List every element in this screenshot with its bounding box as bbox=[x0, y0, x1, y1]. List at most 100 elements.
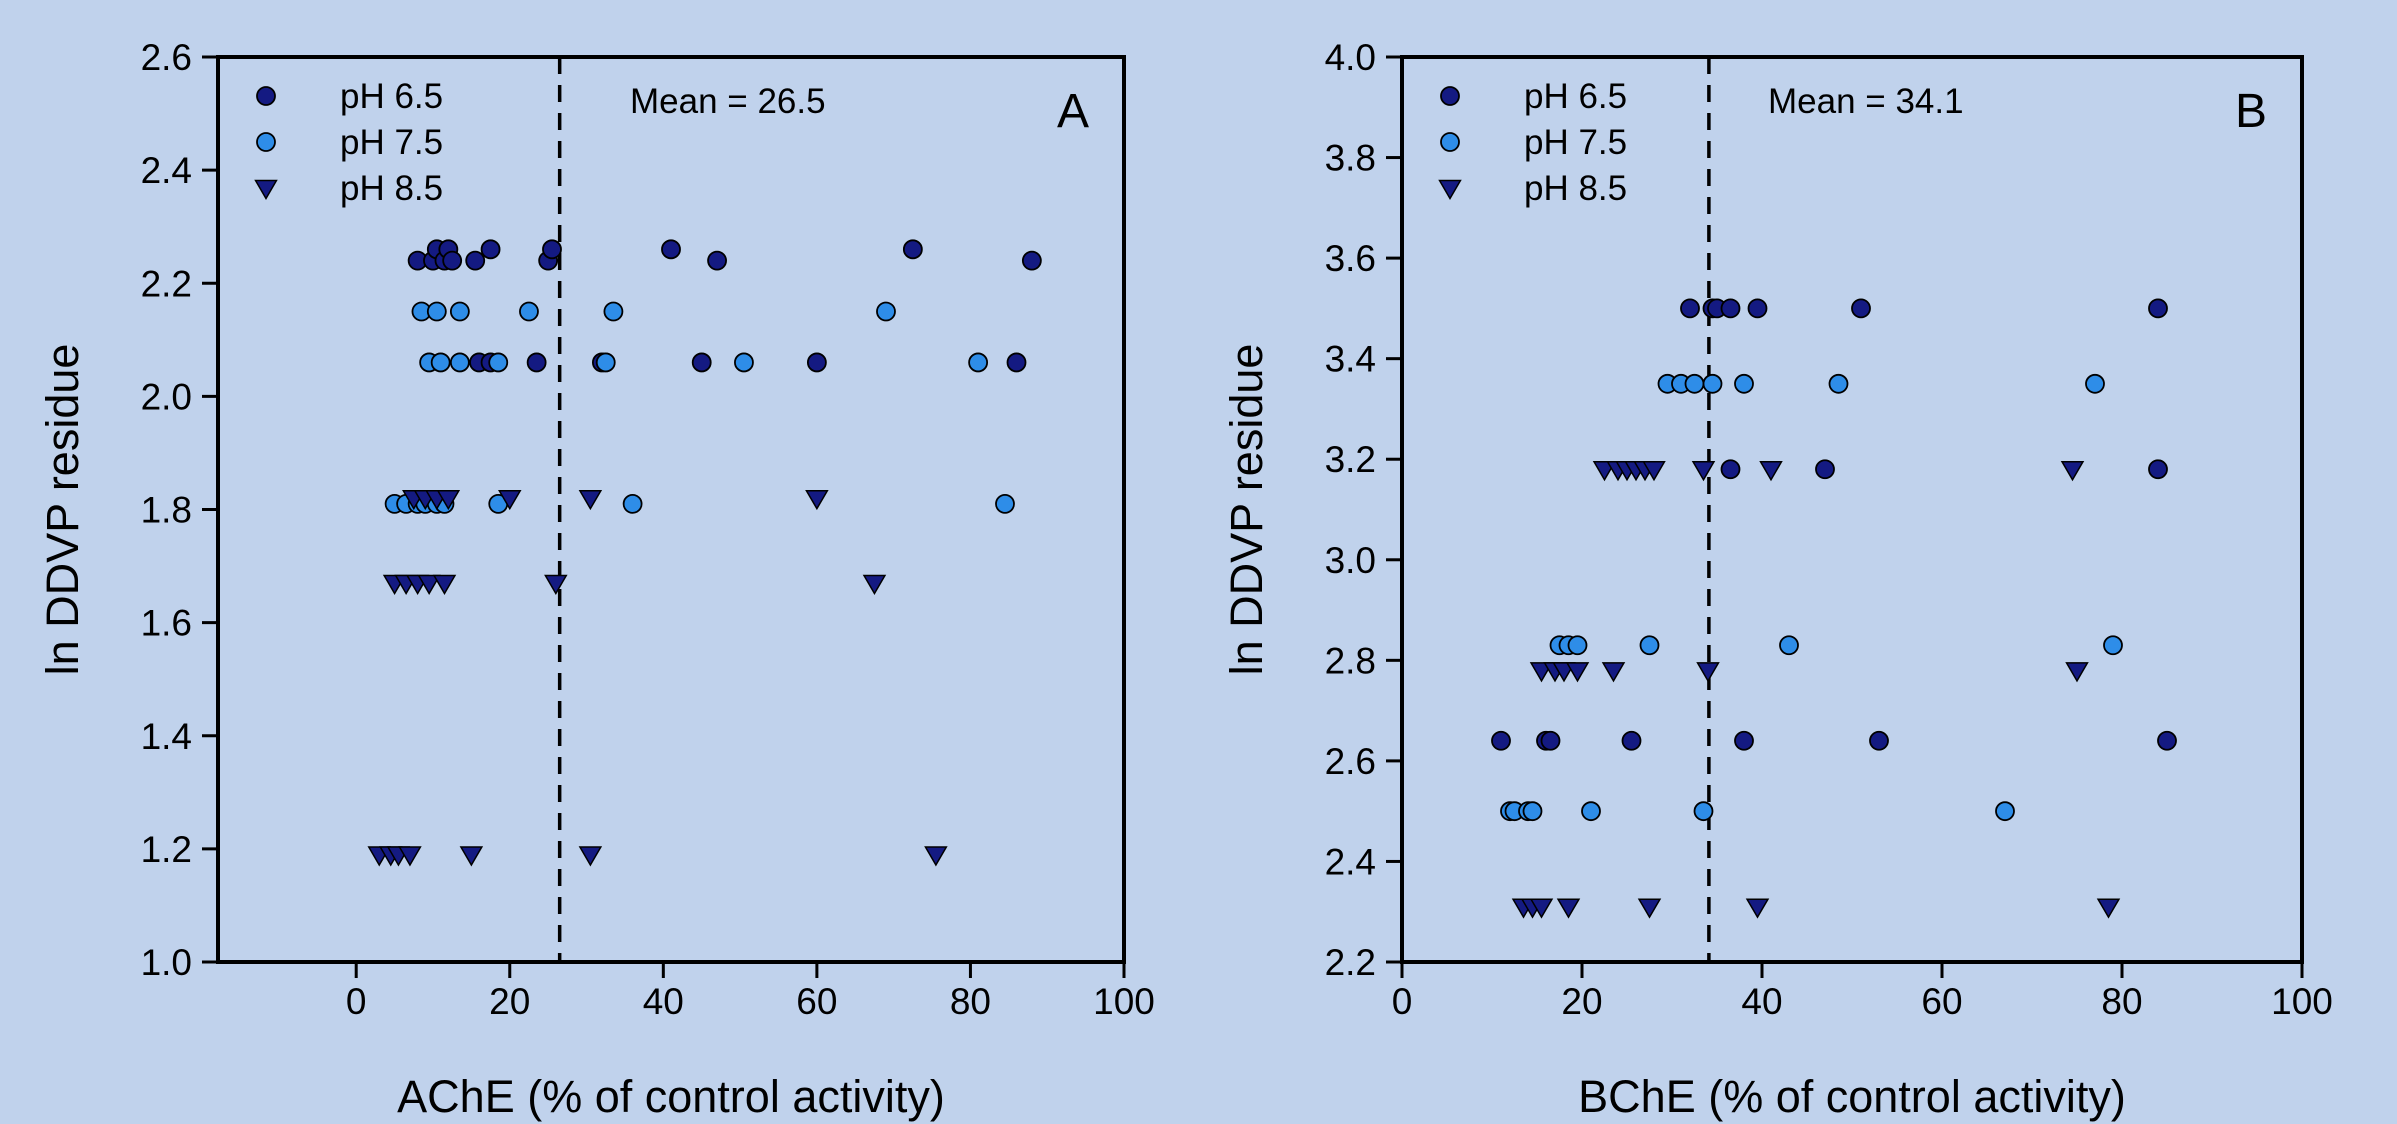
data-point bbox=[1734, 373, 1754, 394]
y-tick-label: 2.6 bbox=[141, 37, 192, 78]
data-point bbox=[526, 352, 547, 373]
y-tick-label: 2.8 bbox=[1325, 640, 1376, 681]
y-tick-label: 1.4 bbox=[141, 716, 192, 757]
data-point bbox=[1693, 801, 1714, 822]
data-point bbox=[968, 352, 989, 373]
mean-label: Mean = 34.1 bbox=[1768, 82, 1964, 121]
legend: pH 6.5 pH 7.5 pH 8.5 bbox=[254, 77, 443, 208]
panel-label: B bbox=[2235, 85, 2267, 138]
data-point bbox=[1759, 461, 1783, 482]
data-point bbox=[1639, 635, 1660, 656]
legend-marker bbox=[256, 132, 276, 152]
data-point bbox=[1540, 730, 1561, 751]
y-tick-label: 2.6 bbox=[1325, 741, 1376, 782]
data-point bbox=[1529, 898, 1554, 919]
data-point bbox=[1702, 373, 1723, 394]
data-point bbox=[578, 846, 603, 867]
y-tick-label: 3.6 bbox=[1325, 238, 1376, 279]
data-point bbox=[2096, 898, 2121, 919]
x-tick-label: 40 bbox=[643, 981, 684, 1022]
data-point bbox=[426, 301, 447, 322]
data-point bbox=[449, 352, 470, 373]
x-tick-label: 60 bbox=[1921, 981, 1962, 1022]
data-point bbox=[1567, 635, 1588, 656]
chart-panel-a: 1.0 1.2 1.4 1.6 1.8 2.0 2.2 2.4 2.6 0 20 40 60 80 100 A… bbox=[37, 37, 1155, 1122]
y-tick-label: 1.2 bbox=[141, 829, 192, 870]
y-tick-label: 1.8 bbox=[141, 490, 192, 531]
data-point bbox=[1006, 352, 1027, 373]
data-point bbox=[1779, 635, 1799, 656]
data-point bbox=[995, 493, 1015, 514]
x-tick-label: 100 bbox=[2271, 981, 2333, 1022]
data-point bbox=[924, 846, 948, 867]
panel-label: A bbox=[1057, 85, 1089, 138]
data-point bbox=[459, 846, 484, 867]
x-tick-label: 100 bbox=[1093, 981, 1155, 1022]
data-point bbox=[1734, 730, 1754, 751]
x-axis-title: BChE (% of control activity) bbox=[1578, 1071, 2126, 1122]
y-tick-label: 3.4 bbox=[1325, 339, 1376, 380]
data-point bbox=[2103, 635, 2123, 656]
data-point bbox=[902, 239, 923, 260]
data-points bbox=[1491, 298, 2177, 919]
y-tick-label: 2.2 bbox=[1325, 942, 1376, 983]
x-tick-label: 60 bbox=[796, 981, 837, 1022]
x-tick-label: 0 bbox=[346, 981, 367, 1022]
data-point bbox=[480, 239, 501, 260]
data-point bbox=[488, 352, 509, 373]
data-point bbox=[595, 352, 616, 373]
y-tick-label: 3.0 bbox=[1325, 540, 1376, 581]
data-point bbox=[1995, 801, 2015, 822]
data-point bbox=[734, 352, 754, 373]
data-point bbox=[1637, 898, 1662, 919]
data-point bbox=[1745, 898, 1770, 919]
data-point bbox=[1621, 730, 1642, 751]
data-point bbox=[1642, 461, 1666, 482]
y-tick-label: 1.6 bbox=[141, 603, 192, 644]
legend-marker bbox=[254, 179, 278, 200]
y-axis-title: ln DDVP residue bbox=[37, 344, 88, 676]
data-point bbox=[465, 250, 486, 271]
data-point bbox=[1720, 298, 1741, 319]
data-point bbox=[436, 489, 461, 511]
y-tick-label: 4.0 bbox=[1325, 37, 1376, 78]
data-point bbox=[862, 574, 887, 595]
data-point bbox=[1691, 461, 1716, 482]
x-tick-label: 40 bbox=[1741, 981, 1782, 1022]
data-point bbox=[1747, 298, 1768, 319]
legend: pH 6.5 pH 7.5 pH 8.5 bbox=[1438, 77, 1627, 208]
data-point bbox=[542, 239, 562, 260]
plot-frame bbox=[1400, 55, 2304, 964]
data-point bbox=[1556, 898, 1581, 919]
y-axis-title: ln DDVP residue bbox=[1221, 344, 1272, 676]
y-tick-label: 3.8 bbox=[1325, 138, 1376, 179]
data-point bbox=[661, 239, 681, 260]
data-point bbox=[578, 489, 603, 511]
x-tick-label: 80 bbox=[2101, 981, 2142, 1022]
data-point bbox=[1491, 730, 1511, 751]
y-tick-label: 2.4 bbox=[1325, 841, 1376, 882]
data-point bbox=[1581, 801, 1601, 822]
data-point bbox=[2060, 461, 2085, 482]
legend-label: pH 8.5 bbox=[1524, 169, 1627, 208]
data-point bbox=[432, 574, 457, 595]
legend-label: pH 8.5 bbox=[340, 169, 443, 208]
data-point bbox=[2085, 373, 2105, 394]
data-point bbox=[876, 301, 896, 322]
legend-marker bbox=[256, 86, 276, 106]
data-point bbox=[2148, 298, 2168, 319]
y-tick-label: 2.4 bbox=[141, 150, 192, 191]
x-tick-label: 20 bbox=[489, 981, 530, 1022]
x-tick-label: 80 bbox=[950, 981, 991, 1022]
data-point bbox=[1522, 801, 1543, 822]
legend-label: pH 6.5 bbox=[1524, 77, 1627, 116]
data-point bbox=[498, 489, 522, 511]
legend-label: pH 7.5 bbox=[1524, 123, 1627, 162]
data-point bbox=[1828, 373, 1849, 394]
y-tick-label: 3.2 bbox=[1325, 439, 1376, 480]
x-tick-label: 0 bbox=[1392, 981, 1413, 1022]
y-tick-label: 2.0 bbox=[141, 376, 192, 417]
legend-label: pH 7.5 bbox=[340, 123, 443, 162]
data-point bbox=[707, 250, 727, 271]
